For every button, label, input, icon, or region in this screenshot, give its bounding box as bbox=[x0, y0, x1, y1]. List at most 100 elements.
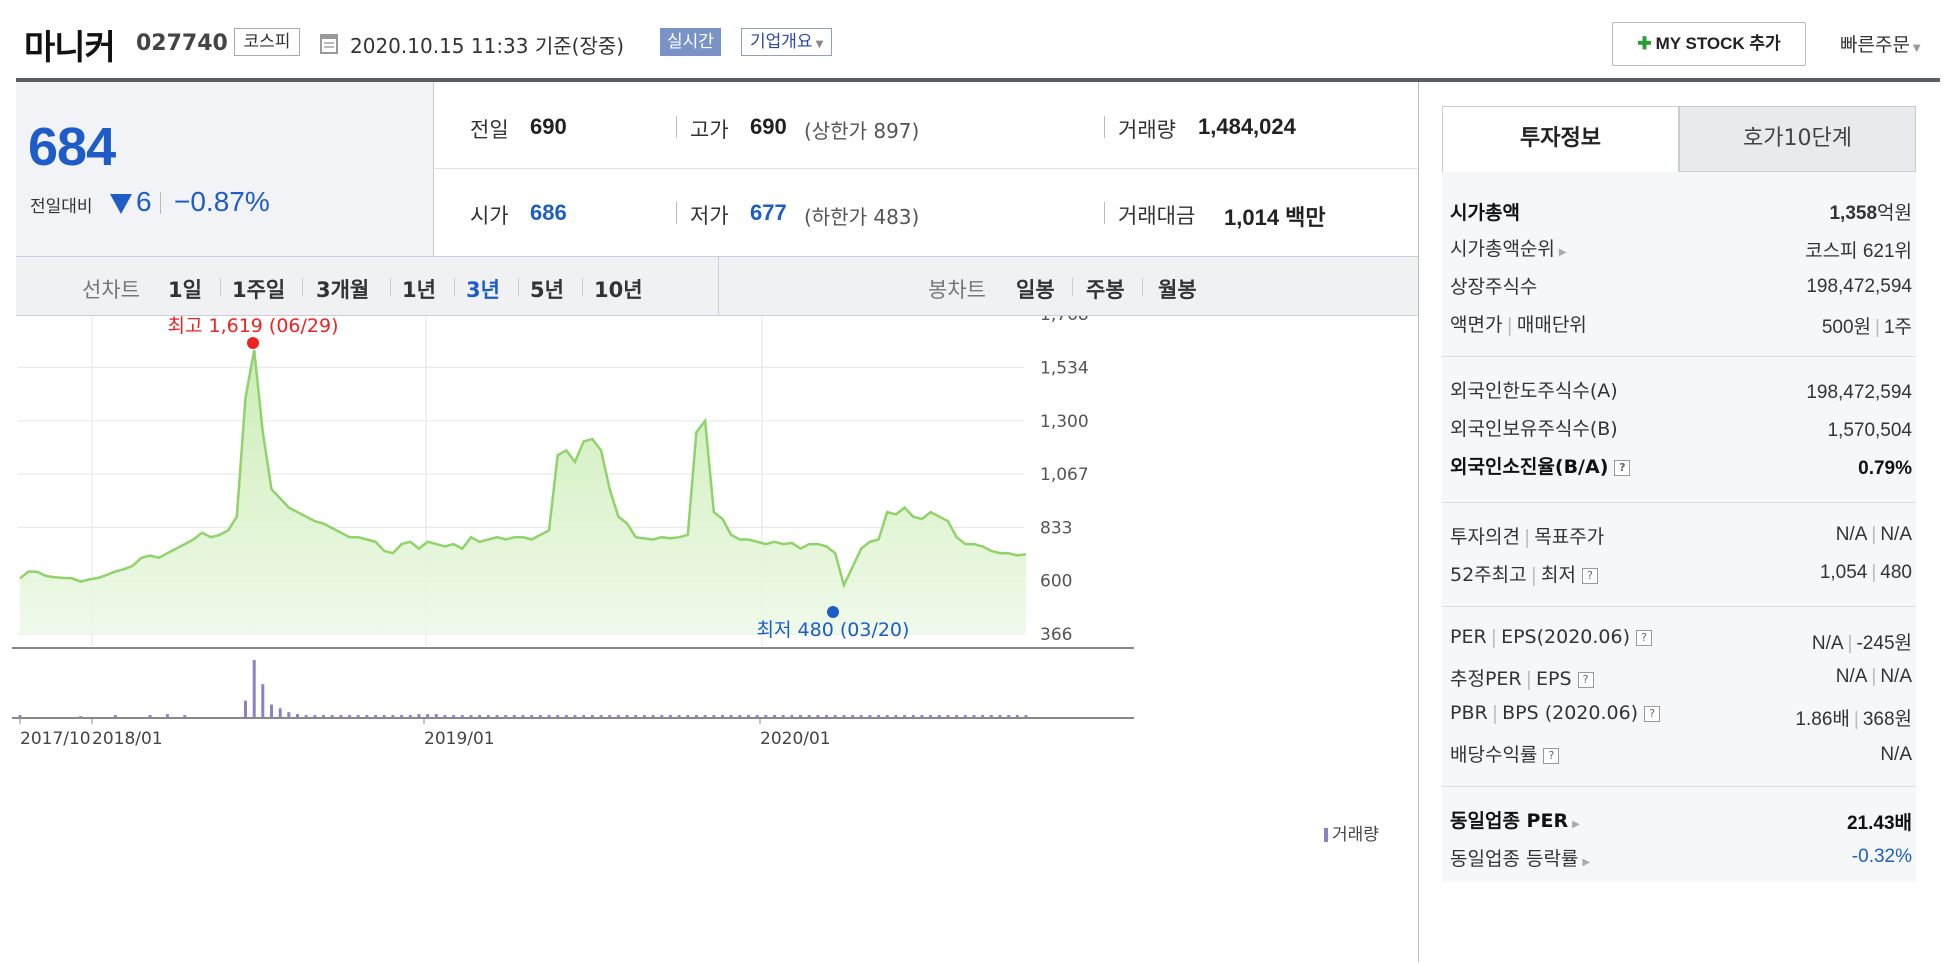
volume-bar bbox=[885, 715, 889, 718]
sector-change-label[interactable]: 동일업종 등락률 ▶ bbox=[1450, 844, 1590, 871]
volume-bar bbox=[495, 715, 499, 718]
volume-bar bbox=[582, 715, 586, 718]
x-tick-label: 2018/01 bbox=[92, 729, 163, 749]
help-icon[interactable]: ? bbox=[1543, 747, 1560, 764]
volume-bar bbox=[382, 715, 386, 718]
right-tabs: 투자정보 호가10단계 bbox=[1442, 106, 1916, 172]
help-icon[interactable]: ? bbox=[1644, 705, 1661, 722]
est-eps-label-text: EPS bbox=[1536, 668, 1572, 690]
volume-legend-swatch bbox=[1324, 828, 1328, 842]
company-overview-dropdown[interactable]: 기업개요 ▼ bbox=[741, 28, 833, 56]
w52-high-label: 52주최고 bbox=[1450, 564, 1527, 586]
volume-bar bbox=[573, 715, 577, 718]
volume-bar bbox=[339, 715, 343, 718]
volume-bar bbox=[981, 715, 985, 718]
volume-bar bbox=[270, 704, 273, 718]
volume-bar bbox=[261, 684, 265, 718]
target-label-text: 목표주가 bbox=[1534, 526, 1605, 548]
period-tab-3m[interactable]: 3개월 bbox=[316, 278, 370, 302]
par-unit-label: 액면가 | 매매단위 bbox=[1450, 314, 1587, 336]
change-label: 전일대비 bbox=[30, 197, 93, 217]
high-label: 고가 bbox=[690, 118, 729, 142]
volume-bar bbox=[842, 715, 846, 718]
add-mystock-button[interactable]: ✚ MY STOCK 추가 bbox=[1612, 22, 1806, 66]
volume-bar bbox=[851, 715, 855, 718]
candle-tab-monthly[interactable]: 월봉 bbox=[1158, 278, 1197, 302]
period-tab-1y[interactable]: 1년 bbox=[402, 278, 436, 302]
min-annotation: 최저 480 (03/20) bbox=[757, 619, 910, 641]
foreign-ratio-row: 외국인소진율(B/A)? bbox=[1450, 452, 1631, 479]
help-icon[interactable]: ? bbox=[1614, 459, 1631, 476]
dividend-value: N/A bbox=[1880, 744, 1912, 765]
prev-close-value: 690 bbox=[530, 114, 567, 139]
period-tab-1d[interactable]: 1일 bbox=[168, 278, 202, 302]
sector-per-label[interactable]: 동일업종 PER ▶ bbox=[1450, 806, 1580, 833]
chevron-down-icon: ▼ bbox=[815, 39, 824, 50]
par-label: 액면가 bbox=[1450, 314, 1503, 336]
volume-bar bbox=[547, 715, 551, 718]
tab-invest-info[interactable]: 투자정보 bbox=[1442, 106, 1679, 172]
sector-per-value: 21.43배 bbox=[1846, 813, 1912, 834]
plus-icon: ✚ bbox=[1637, 34, 1652, 53]
trading-amount-value: 1,014 백만 bbox=[1224, 205, 1326, 230]
foreign-ratio-value: 0.79% bbox=[1858, 458, 1912, 479]
volume-bar bbox=[738, 715, 742, 718]
rank-label[interactable]: 시가총액순위 ▶ bbox=[1450, 234, 1567, 261]
volume-label: 거래량 bbox=[1118, 118, 1176, 142]
period-tab-10y[interactable]: 10년 bbox=[594, 278, 643, 302]
volume-bar bbox=[877, 715, 881, 718]
price-panel bbox=[16, 82, 434, 256]
y-tick-label: 366 bbox=[1040, 625, 1072, 645]
volume-bar bbox=[799, 715, 802, 718]
market-cap-label: 시가총액 bbox=[1450, 202, 1520, 224]
chevron-right-icon: ▶ bbox=[1558, 247, 1567, 258]
period-tab-1w[interactable]: 1주일 bbox=[232, 278, 286, 302]
volume-bar bbox=[426, 714, 430, 718]
tab-order-book[interactable]: 호가10단계 bbox=[1679, 106, 1916, 172]
candle-tab-weekly[interactable]: 주봉 bbox=[1086, 278, 1125, 302]
help-icon[interactable]: ? bbox=[1636, 629, 1652, 646]
divider bbox=[676, 116, 677, 138]
volume-bar bbox=[608, 715, 612, 718]
candle-tab-daily[interactable]: 일봉 bbox=[1016, 278, 1055, 302]
sector-change-value: -0.32% bbox=[1851, 846, 1912, 867]
stock-name: 마니커 bbox=[24, 28, 116, 68]
bps-value: 368원 bbox=[1862, 709, 1912, 730]
period-tab-3y[interactable]: 3년 bbox=[466, 278, 500, 302]
y-tick-label: 833 bbox=[1040, 518, 1072, 538]
divider bbox=[454, 278, 455, 296]
volume-bar bbox=[304, 715, 308, 718]
realtime-badge[interactable]: 실시간 bbox=[660, 28, 721, 56]
help-icon[interactable]: ? bbox=[1582, 567, 1598, 584]
price-line bbox=[19, 349, 1027, 589]
volume-bar bbox=[287, 712, 291, 718]
help-icon[interactable]: ? bbox=[1577, 671, 1594, 688]
foreign-hold-value: 1,570,504 bbox=[1827, 420, 1912, 441]
prev-close-label: 전일 bbox=[470, 118, 509, 142]
market-badge: 코스피 bbox=[234, 28, 300, 56]
volume-bar bbox=[296, 714, 299, 718]
dividend-label-text: 배당수익률 bbox=[1450, 744, 1538, 766]
volume-bar bbox=[712, 715, 716, 718]
x-tick-label: 2017/10 bbox=[20, 729, 91, 749]
mystock-label: MY STOCK 추가 bbox=[1655, 34, 1781, 53]
quick-order-label: 빠른주문 bbox=[1840, 34, 1910, 56]
foreign-limit-label: 외국인한도주식수(A) bbox=[1450, 380, 1618, 402]
divider bbox=[390, 278, 391, 296]
volume-bar bbox=[703, 715, 707, 718]
volume-bar bbox=[278, 708, 282, 718]
volume-bar bbox=[365, 715, 369, 718]
eps-value: -245원 bbox=[1856, 633, 1912, 654]
volume-bar bbox=[79, 716, 83, 718]
volume-bar bbox=[504, 715, 508, 718]
volume-bar bbox=[781, 715, 785, 718]
quick-order-dropdown[interactable]: 빠른주문 ▼ bbox=[1840, 30, 1921, 57]
volume-value: 1,484,024 bbox=[1198, 114, 1296, 139]
volume-bar bbox=[833, 715, 837, 718]
period-tab-5y[interactable]: 5년 bbox=[530, 278, 564, 302]
volume-bar bbox=[894, 715, 898, 718]
volume-bar bbox=[929, 715, 933, 718]
volume-bar bbox=[356, 715, 360, 718]
volume-bar bbox=[660, 715, 664, 718]
